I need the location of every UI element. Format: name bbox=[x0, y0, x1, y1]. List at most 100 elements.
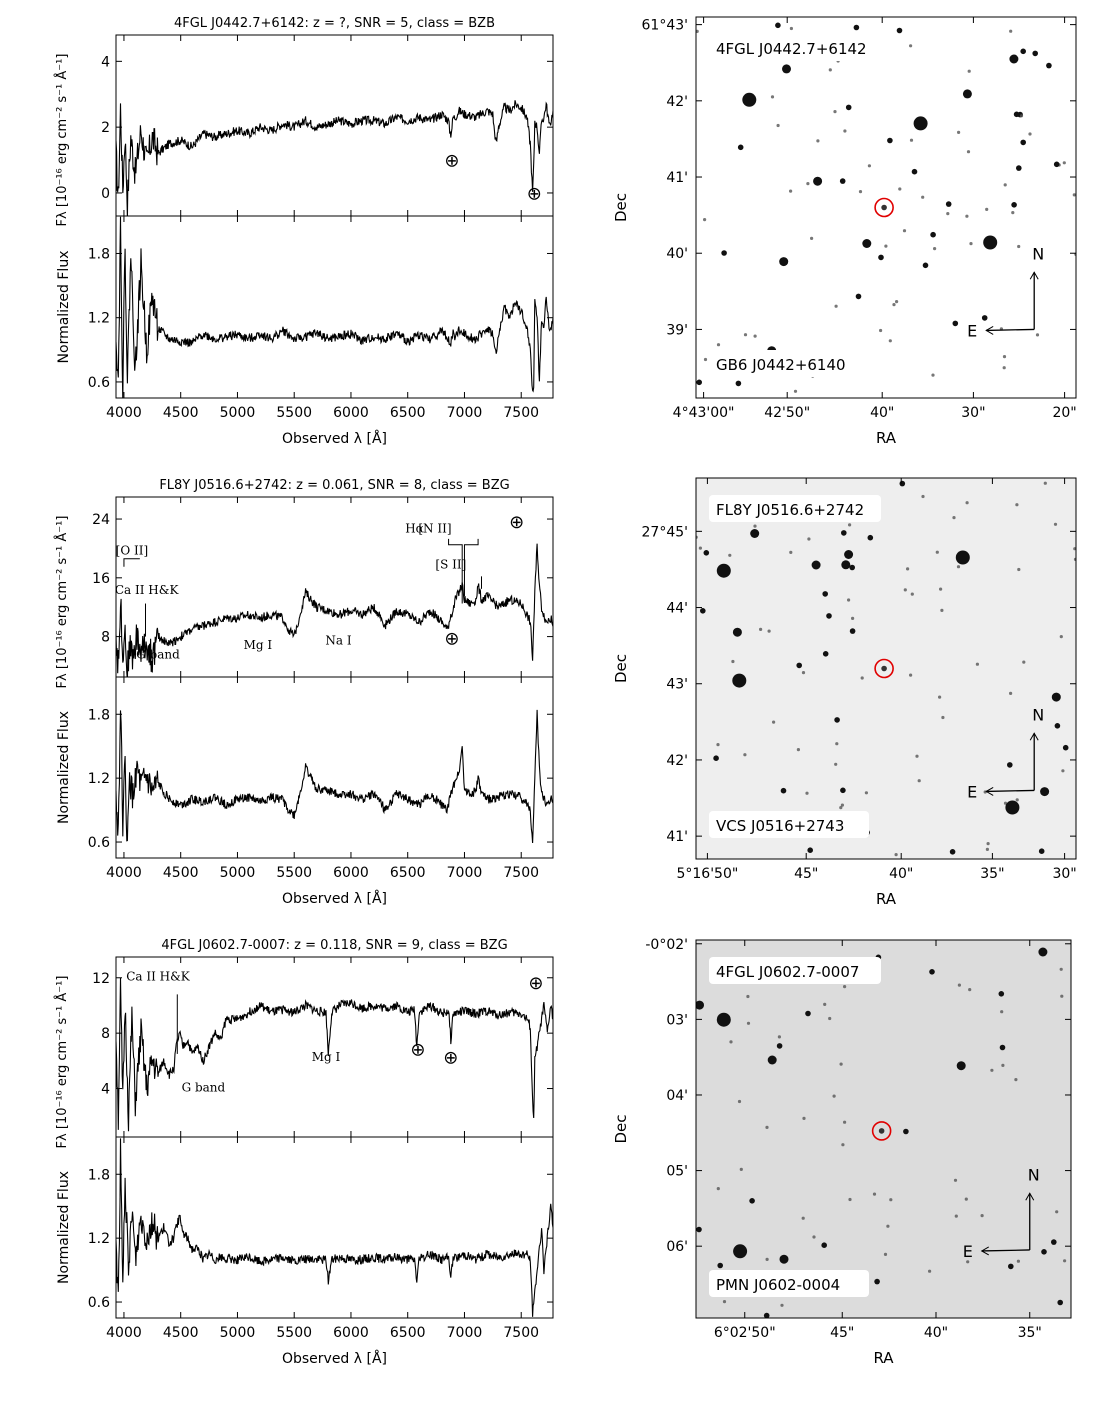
star bbox=[700, 608, 706, 614]
star bbox=[716, 1187, 720, 1191]
target-source bbox=[878, 1128, 885, 1134]
target-source bbox=[881, 204, 887, 211]
star bbox=[1073, 557, 1076, 561]
star bbox=[839, 178, 846, 184]
star bbox=[983, 235, 998, 250]
star bbox=[696, 379, 702, 386]
star bbox=[810, 236, 814, 240]
telluric-marker: ⊕ bbox=[509, 512, 524, 533]
y-tick-label: 0.6 bbox=[88, 375, 110, 391]
ra-tick-label: 40" bbox=[889, 866, 913, 882]
spectrum-panel-2: FL8Y J0516.6+2742: z = 0.061, SNR = 8, c… bbox=[54, 478, 554, 907]
ra-tick-label: 30" bbox=[1052, 866, 1076, 882]
ra-tick-label: 40" bbox=[924, 1325, 948, 1341]
star bbox=[887, 137, 893, 144]
compass-north-arrowhead bbox=[1029, 732, 1039, 741]
star bbox=[696, 1226, 702, 1233]
star bbox=[1043, 481, 1047, 485]
star bbox=[812, 1235, 816, 1239]
star bbox=[921, 494, 925, 499]
star bbox=[703, 357, 708, 362]
star bbox=[1011, 211, 1015, 215]
star bbox=[793, 389, 798, 393]
star bbox=[753, 524, 757, 528]
sky-image-panel-2: FL8Y J0516.6+2742 VCS J0516+2743 N E 27°45' 4… bbox=[612, 477, 1077, 908]
normalized-panel: 1.8 1.2 0.6 bbox=[88, 215, 554, 399]
y-tick-label: 8 bbox=[101, 1026, 110, 1042]
star bbox=[874, 1278, 880, 1285]
compass-east-arrow bbox=[986, 328, 1035, 332]
y-tick-label: 1.2 bbox=[88, 1231, 110, 1247]
star bbox=[1016, 1259, 1021, 1263]
target-marker-circle bbox=[871, 1121, 892, 1141]
star bbox=[962, 89, 972, 99]
star bbox=[889, 1198, 893, 1202]
line-annotation: [O II] bbox=[116, 543, 149, 557]
star bbox=[1055, 1210, 1059, 1214]
star bbox=[843, 985, 847, 989]
star bbox=[841, 1143, 845, 1147]
star bbox=[860, 676, 864, 680]
y-tick-label: 1.8 bbox=[88, 707, 110, 723]
star bbox=[828, 1016, 832, 1021]
y-tick-label: 16 bbox=[92, 571, 110, 587]
dec-axis-label: Dec bbox=[612, 193, 630, 222]
star bbox=[1011, 202, 1017, 208]
star bbox=[828, 68, 832, 72]
star bbox=[737, 1099, 742, 1104]
normalized-panel: 1.8 1.2 0.6 bbox=[88, 676, 554, 859]
star bbox=[1053, 522, 1058, 526]
star bbox=[1007, 762, 1013, 768]
flux-series-line bbox=[116, 100, 553, 216]
star bbox=[832, 1094, 836, 1098]
star bbox=[968, 988, 972, 992]
star bbox=[884, 244, 888, 248]
star bbox=[966, 150, 971, 154]
dec-tick-label: 41' bbox=[666, 829, 688, 845]
star bbox=[965, 501, 969, 505]
normalized-y-axis-label: Normalized Flux bbox=[56, 711, 72, 824]
star bbox=[1041, 1249, 1047, 1255]
ra-tick-label: 40" bbox=[870, 405, 894, 421]
star bbox=[843, 1120, 847, 1124]
star bbox=[796, 748, 801, 752]
star bbox=[703, 218, 707, 222]
star bbox=[834, 762, 838, 766]
dec-axis-label: Dec bbox=[612, 654, 630, 683]
telluric-marker: ⊕ bbox=[527, 184, 542, 205]
star bbox=[1073, 547, 1076, 551]
star bbox=[1022, 660, 1026, 664]
star bbox=[952, 320, 959, 327]
y-tick-label: 0 bbox=[101, 186, 110, 202]
star bbox=[742, 92, 757, 107]
ra-axis-label: RA bbox=[876, 429, 897, 447]
star bbox=[807, 537, 811, 541]
star bbox=[858, 190, 863, 194]
compass-north-label: N bbox=[1028, 1165, 1040, 1184]
star bbox=[956, 565, 961, 569]
star bbox=[878, 254, 884, 261]
star bbox=[864, 791, 869, 795]
ra-tick-label: 20" bbox=[1052, 405, 1076, 421]
star bbox=[886, 1224, 890, 1228]
star bbox=[1038, 947, 1048, 957]
star bbox=[826, 613, 832, 619]
target-source bbox=[881, 665, 887, 672]
x-tick-label: 5000 bbox=[220, 865, 256, 881]
star bbox=[999, 1044, 1006, 1051]
compass-east-arrow bbox=[981, 1249, 1030, 1252]
star bbox=[939, 587, 943, 591]
dec-tick-label: 43' bbox=[666, 677, 688, 693]
star bbox=[954, 1214, 958, 1218]
star bbox=[816, 139, 820, 143]
x-tick-label: 5000 bbox=[220, 405, 256, 421]
star bbox=[1008, 1263, 1014, 1270]
star bbox=[922, 262, 929, 269]
normalized-y-axis-label: Normalized Flux bbox=[56, 1171, 72, 1284]
spectrum-panel-3: 4FGL J0602.7-0007: z = 0.118, SNR = 9, c… bbox=[54, 938, 554, 1367]
star bbox=[986, 842, 990, 846]
line-annotation: Na I bbox=[325, 634, 351, 648]
dec-tick-label: 04' bbox=[666, 1088, 688, 1104]
star bbox=[1062, 744, 1069, 751]
star bbox=[980, 1214, 984, 1218]
